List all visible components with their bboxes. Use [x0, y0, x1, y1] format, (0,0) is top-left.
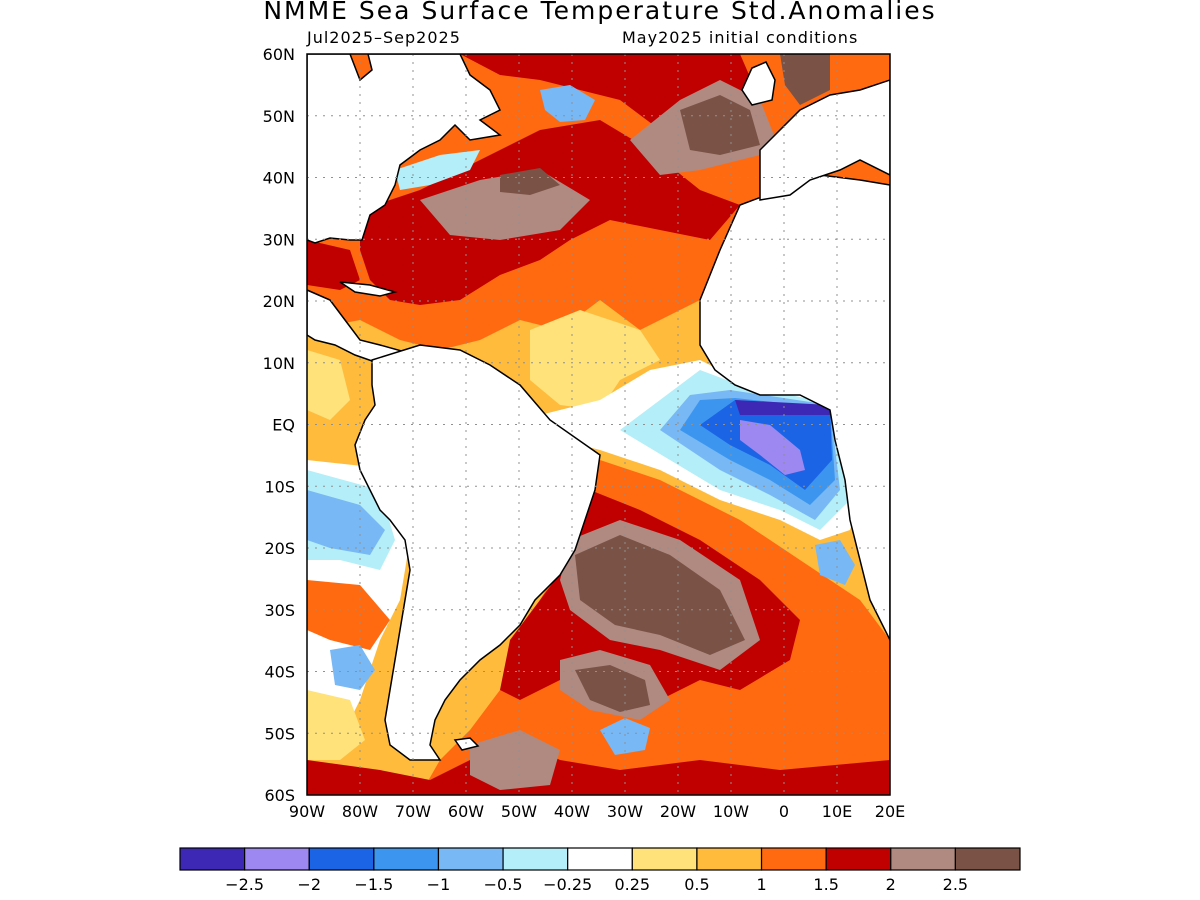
colorbar-swatch: [179, 847, 246, 871]
latitude-label: 60N: [263, 45, 295, 64]
map-frame: [306, 53, 891, 796]
colorbar-swatch: [954, 847, 1021, 871]
latitude-label: 30S: [264, 601, 295, 620]
longitude-label: 60W: [448, 802, 484, 821]
south-america-land: [354, 344, 601, 761]
anomaly-region-pacific-north-red: [307, 240, 360, 290]
latitude-label: 10S: [264, 477, 295, 496]
colorbar-tick-label: −0.25: [543, 875, 592, 894]
forecast-period: Jul2025–Sep2025: [307, 28, 461, 47]
north-america-land: [307, 54, 502, 244]
latitude-label: EQ: [272, 416, 295, 435]
anomaly-region-tropical-yellow: [530, 310, 660, 410]
colorbar-swatch: [567, 847, 633, 871]
latitude-label: 50N: [263, 107, 295, 126]
cuba-land: [339, 281, 398, 297]
colorbar-swatch: [437, 847, 504, 871]
colorbar-tick-label: 2.5: [943, 875, 968, 894]
longitude-label: 90W: [289, 802, 325, 821]
map-title: NMME Sea Surface Temperature Std.Anomali…: [263, 0, 937, 25]
colorbar-swatch: [502, 847, 569, 871]
colorbar-tick-label: −2.5: [225, 875, 264, 894]
great-britain-land: [741, 61, 776, 106]
latitude-label: 40N: [263, 169, 295, 188]
colorbar-tick-label: 2: [886, 875, 896, 894]
land-masses: [307, 54, 890, 761]
colorbar-swatch: [631, 847, 698, 871]
anomaly-region-southern-red-band: [307, 740, 890, 795]
longitude-label: 80W: [342, 802, 378, 821]
longitude-label: 30W: [607, 802, 643, 821]
anomaly-region-pacific-orange: [307, 580, 390, 650]
anomaly-region-equatorial-purple: [740, 420, 805, 475]
colorbar-swatch: [244, 847, 310, 871]
anomaly-region-coast-blue: [395, 150, 480, 190]
latitude-label: 60S: [264, 786, 295, 805]
anomaly-region-cool-patch-south: [600, 718, 650, 755]
anomaly-region-cool-patch-north: [540, 85, 595, 122]
colorbar-swatch: [890, 847, 956, 871]
latitude-label: 40S: [264, 663, 295, 682]
anomaly-region-south-brown: [575, 535, 745, 655]
longitude-label: 50W: [501, 802, 537, 821]
colorbar-labels: −2.5 −2 −1.5 −1 −0.5 −0.25 0.25 0.5 1 1.5 2 2.5: [225, 875, 968, 894]
anomaly-region-north-brown: [500, 168, 560, 195]
colorbar: [179, 847, 1021, 871]
colorbar-swatch: [825, 847, 892, 871]
latitude-label: 20S: [264, 539, 295, 558]
graticule: [307, 54, 890, 795]
colorbar-tick-label: 1: [756, 875, 766, 894]
anomaly-region-pacific-yellow: [307, 690, 365, 760]
initial-conditions: May2025 initial conditions: [622, 28, 859, 47]
colorbar-swatch: [696, 847, 763, 871]
colorbar-tick-label: 0.25: [614, 875, 650, 894]
anomaly-region-europe-brown: [780, 54, 830, 105]
falkland-islands-land: [453, 737, 480, 751]
longitude-label: 70W: [395, 802, 431, 821]
colorbar-tick-label: −0.5: [484, 875, 523, 894]
anomaly-region-benguela-blue: [815, 540, 855, 585]
longitude-label: 40W: [554, 802, 590, 821]
colorbar-swatch: [373, 847, 440, 871]
longitude-label: 20W: [660, 802, 696, 821]
anomaly-region-southern-brown: [470, 730, 560, 790]
colorbar-tick-label: 1.5: [813, 875, 838, 894]
longitude-label: 20E: [875, 802, 905, 821]
longitude-label: 0: [779, 802, 789, 821]
longitude-label: 10E: [822, 802, 852, 821]
latitude-label: 20N: [263, 292, 295, 311]
colorbar-swatch: [760, 847, 827, 871]
anomaly-region-pacific-blue: [307, 490, 385, 555]
europe-land: [759, 79, 890, 201]
latitude-label: 50S: [264, 724, 295, 743]
latitude-labels: 60N 50N 40N 30N 20N 10N EQ 10S 20S 30S 40S 50S 60S: [263, 45, 295, 805]
colorbar-tick-label: −2: [297, 875, 321, 894]
colorbar-swatch: [308, 847, 375, 871]
colorbar-tick-label: −1: [427, 875, 451, 894]
longitude-labels: 90W 80W 70W 60W 50W 40W 30W 20W 10W 0 10E 20E: [289, 802, 905, 821]
colorbar-tick-label: 0.5: [684, 875, 709, 894]
latitude-label: 30N: [263, 230, 295, 249]
longitude-label: 10W: [713, 802, 749, 821]
anomaly-region-south-brown-dark-2: [575, 665, 650, 712]
latitude-label: 10N: [263, 354, 295, 373]
colorbar-tick-label: −1.5: [354, 875, 393, 894]
anomaly-region-eastern-brown-dark: [680, 95, 760, 155]
anomaly-region-pacific-north-yellow: [307, 350, 350, 420]
anomaly-region-equatorial-indigo: [735, 400, 830, 415]
anomaly-region-pacific-cool: [330, 645, 375, 690]
